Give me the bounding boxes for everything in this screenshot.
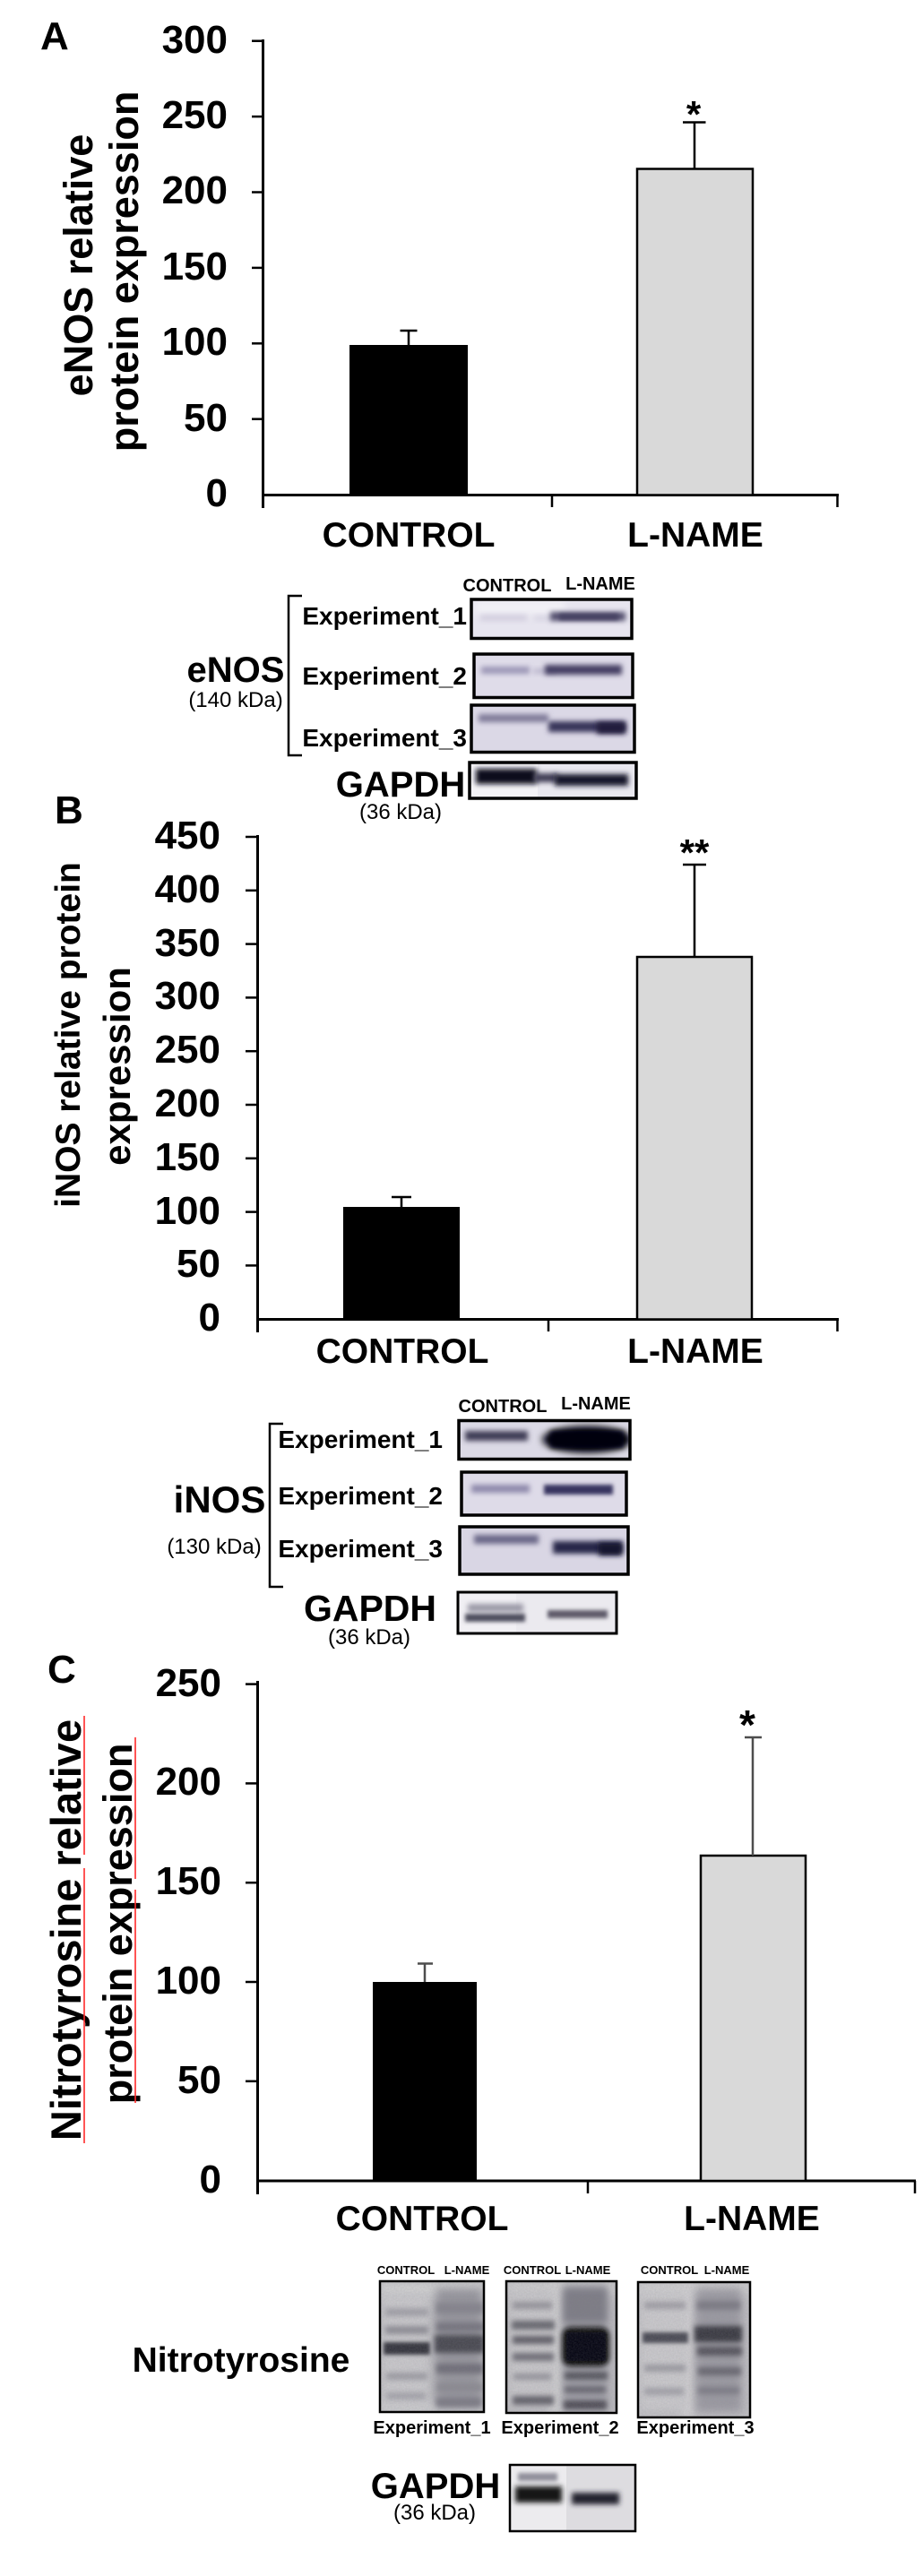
svg-text:150: 150	[155, 1135, 220, 1179]
svg-text:100: 100	[155, 1189, 220, 1233]
svg-text:200: 200	[155, 1081, 220, 1125]
svg-text:L-NAME: L-NAME	[704, 2263, 750, 2277]
svg-text:protein expression: protein expression	[95, 1744, 141, 2105]
svg-text:GAPDH: GAPDH	[304, 1588, 436, 1629]
svg-text:L-NAME: L-NAME	[444, 2263, 490, 2277]
svg-text:C: C	[47, 1648, 76, 1692]
svg-text:Experiment_1: Experiment_1	[302, 602, 467, 630]
svg-text:GAPDH: GAPDH	[336, 765, 465, 805]
svg-text:L-NAME: L-NAME	[627, 516, 763, 555]
svg-text:L-NAME: L-NAME	[565, 2263, 611, 2277]
svg-text:250: 250	[162, 93, 228, 137]
svg-text:L-NAME: L-NAME	[684, 2200, 820, 2238]
svg-text:CONTROL: CONTROL	[504, 2263, 561, 2277]
svg-text:0: 0	[200, 2158, 221, 2201]
svg-text:250: 250	[156, 1661, 221, 1705]
svg-text:Nitrotyrosine: Nitrotyrosine	[133, 2341, 350, 2380]
svg-text:150: 150	[162, 245, 228, 289]
svg-text:Experiment_1: Experiment_1	[373, 2418, 490, 2438]
svg-text:Experiment_3: Experiment_3	[636, 2418, 754, 2438]
svg-text:(36 kDa): (36 kDa)	[393, 2501, 476, 2525]
svg-text:50: 50	[177, 1242, 220, 1286]
svg-text:L-NAME: L-NAME	[627, 1332, 763, 1371]
svg-text:Experiment_2: Experiment_2	[302, 662, 467, 690]
svg-text:Experiment_1: Experiment_1	[278, 1426, 443, 1453]
svg-text:CONTROL: CONTROL	[641, 2263, 698, 2277]
svg-text:L-NAME: L-NAME	[565, 574, 635, 594]
svg-text:200: 200	[162, 168, 228, 212]
svg-text:200: 200	[156, 1760, 221, 1804]
svg-text:0: 0	[199, 1296, 220, 1340]
svg-text:Experiment_2: Experiment_2	[501, 2418, 618, 2438]
svg-text:300: 300	[162, 18, 228, 62]
svg-text:L-NAME: L-NAME	[561, 1394, 631, 1414]
svg-text:300: 300	[155, 974, 220, 1018]
svg-text:350: 350	[155, 921, 220, 965]
svg-text:CONTROL: CONTROL	[323, 516, 496, 555]
svg-text:Experiment_2: Experiment_2	[278, 1482, 443, 1510]
svg-text:100: 100	[156, 1959, 221, 2003]
svg-text:50: 50	[177, 2058, 221, 2102]
svg-text:400: 400	[155, 867, 220, 911]
svg-text:50: 50	[184, 396, 228, 440]
svg-text:450: 450	[155, 814, 220, 857]
svg-text:(140 kDa): (140 kDa)	[188, 688, 282, 712]
svg-text:B: B	[55, 788, 83, 832]
svg-text:*: *	[739, 1702, 755, 1748]
svg-text:250: 250	[155, 1028, 220, 1072]
svg-text:Experiment_3: Experiment_3	[278, 1535, 443, 1563]
svg-text:CONTROL: CONTROL	[316, 1332, 489, 1371]
svg-text:iNOS: iNOS	[174, 1478, 266, 1521]
svg-text:100: 100	[162, 320, 228, 364]
svg-text:CONTROL: CONTROL	[377, 2263, 435, 2277]
svg-text:protein expression: protein expression	[101, 91, 147, 452]
svg-text:0: 0	[206, 471, 228, 515]
svg-text:eNOS: eNOS	[187, 650, 285, 690]
svg-text:(36 kDa): (36 kDa)	[328, 1625, 410, 1650]
svg-text:A: A	[40, 14, 69, 58]
svg-text:150: 150	[156, 1859, 221, 1903]
svg-text:CONTROL: CONTROL	[463, 576, 552, 596]
svg-text:CONTROL: CONTROL	[336, 2200, 509, 2238]
svg-text:expression: expression	[96, 967, 138, 1166]
svg-text:CONTROL: CONTROL	[459, 1397, 548, 1417]
svg-text:*: *	[686, 93, 702, 135]
svg-text:Nitrotyrosine relative: Nitrotyrosine relative	[42, 1719, 90, 2141]
svg-text:iNOS relative protein: iNOS relative protein	[49, 862, 88, 1208]
svg-text:**: **	[680, 831, 710, 874]
svg-text:(130 kDa): (130 kDa)	[167, 1535, 261, 1559]
svg-text:GAPDH: GAPDH	[371, 2467, 500, 2506]
svg-text:Experiment_3: Experiment_3	[302, 724, 467, 752]
svg-text:(36 kDa): (36 kDa)	[359, 800, 442, 824]
svg-text:eNOS relative: eNOS relative	[56, 134, 101, 397]
